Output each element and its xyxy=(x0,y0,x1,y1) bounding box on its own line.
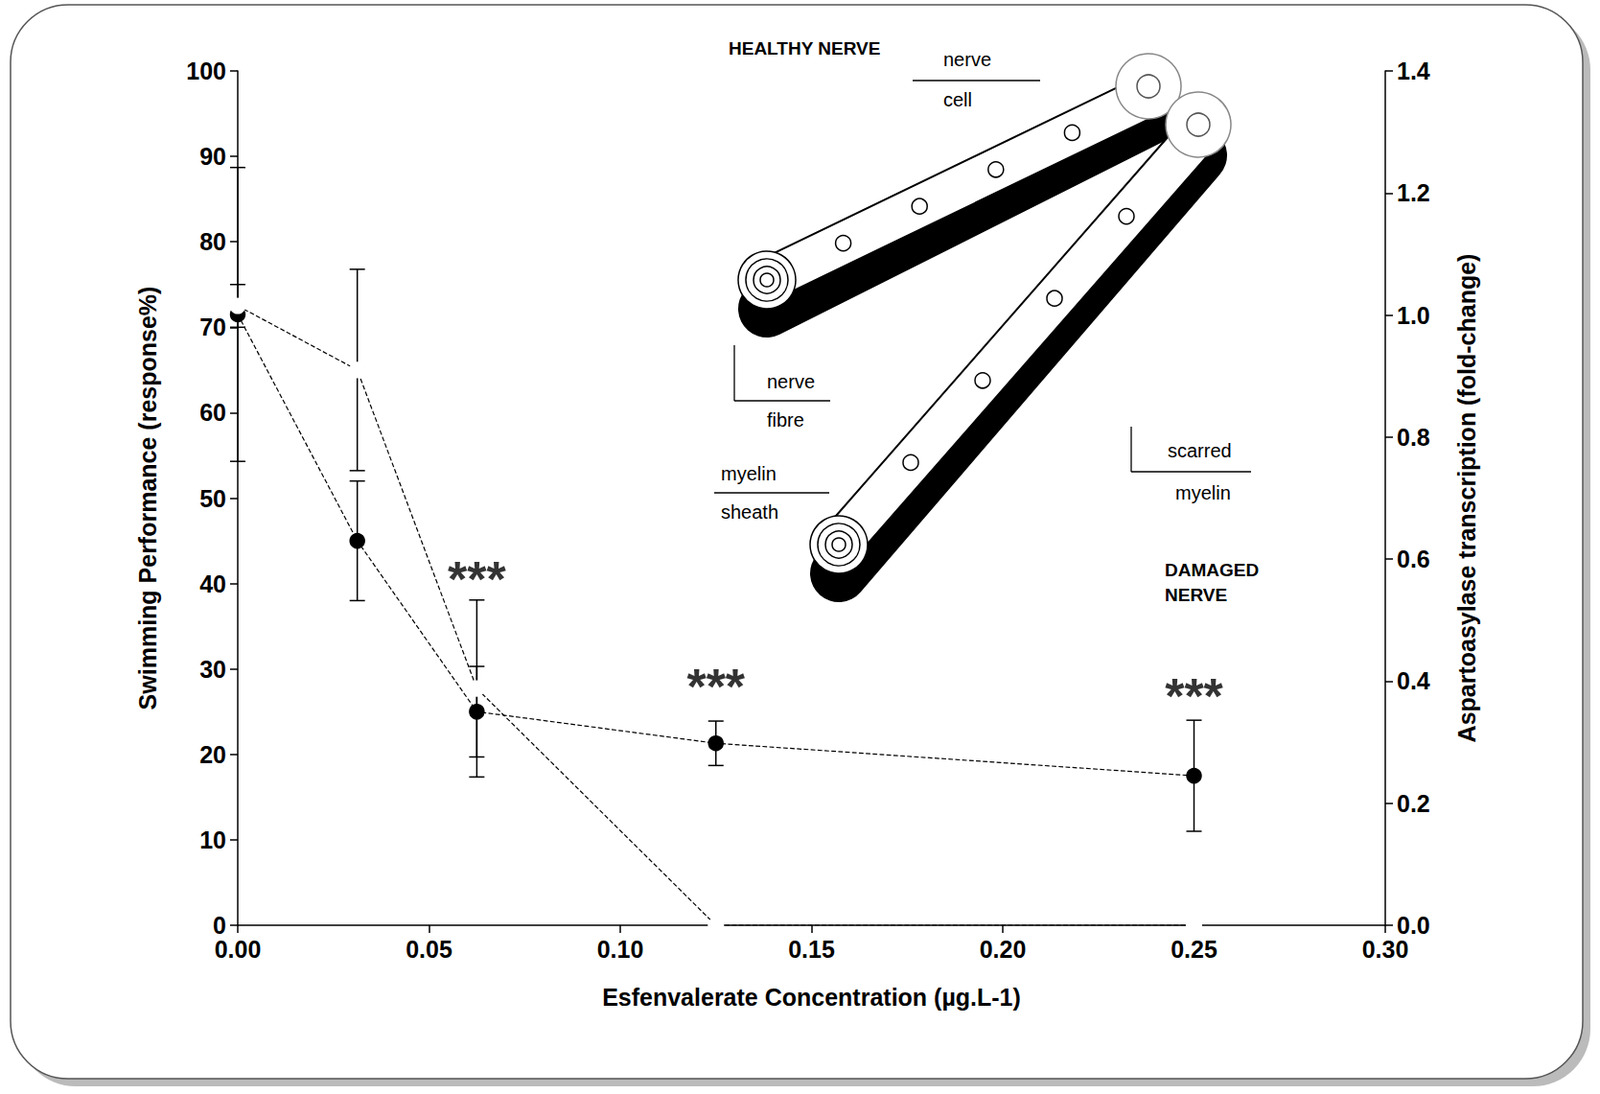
svg-text:fibre: fibre xyxy=(766,409,805,431)
svg-text:cell: cell xyxy=(943,89,973,111)
svg-text:***: *** xyxy=(447,551,507,607)
svg-text:myelin: myelin xyxy=(720,463,777,485)
svg-text:0: 0 xyxy=(212,911,227,939)
svg-text:sheath: sheath xyxy=(720,501,779,523)
svg-text:0.8: 0.8 xyxy=(1396,423,1431,451)
svg-text:***: *** xyxy=(686,658,745,715)
svg-text:100: 100 xyxy=(185,57,227,85)
svg-text:1.2: 1.2 xyxy=(1396,179,1431,207)
svg-text:70: 70 xyxy=(199,313,227,341)
svg-text:40: 40 xyxy=(199,570,227,598)
svg-text:50: 50 xyxy=(199,485,227,512)
svg-text:myelin: myelin xyxy=(1175,482,1231,504)
svg-text:nerve: nerve xyxy=(766,371,815,393)
svg-text:0.4: 0.4 xyxy=(1396,667,1431,695)
svg-text:60: 60 xyxy=(199,398,227,426)
svg-text:0.10: 0.10 xyxy=(597,935,645,963)
svg-text:NERVE: NERVE xyxy=(1164,584,1228,605)
svg-text:Aspartoasylase transcription (: Aspartoasylase transcription (fold-chang… xyxy=(1453,254,1481,743)
svg-text:***: *** xyxy=(1164,668,1224,724)
svg-text:0.6: 0.6 xyxy=(1396,545,1431,573)
svg-text:0.2: 0.2 xyxy=(1396,789,1431,817)
svg-text:20: 20 xyxy=(199,741,227,768)
svg-text:0.00: 0.00 xyxy=(214,935,262,963)
svg-text:HEALTHY NERVE: HEALTHY NERVE xyxy=(728,38,881,59)
svg-text:0.30: 0.30 xyxy=(1362,935,1410,963)
svg-text:30: 30 xyxy=(199,655,227,683)
svg-text:10: 10 xyxy=(199,826,227,854)
svg-text:0.20: 0.20 xyxy=(979,935,1027,963)
svg-text:scarred: scarred xyxy=(1167,440,1232,462)
svg-text:1.4: 1.4 xyxy=(1396,57,1431,85)
svg-text:0.0: 0.0 xyxy=(1396,911,1431,939)
svg-text:Swimming Performance (response: Swimming Performance (response%) xyxy=(134,286,162,711)
svg-text:90: 90 xyxy=(199,142,227,170)
svg-text:0.05: 0.05 xyxy=(405,935,453,963)
svg-text:nerve: nerve xyxy=(943,48,992,70)
svg-text:DAMAGED: DAMAGED xyxy=(1164,559,1259,580)
svg-text:80: 80 xyxy=(199,228,227,256)
svg-text:0.25: 0.25 xyxy=(1170,935,1218,963)
svg-text:0.15: 0.15 xyxy=(788,935,835,963)
svg-text:Esfenvalerate Concentration (µ: Esfenvalerate Concentration (µg.L-1) xyxy=(602,983,1021,1011)
svg-text:1.0: 1.0 xyxy=(1396,301,1431,329)
